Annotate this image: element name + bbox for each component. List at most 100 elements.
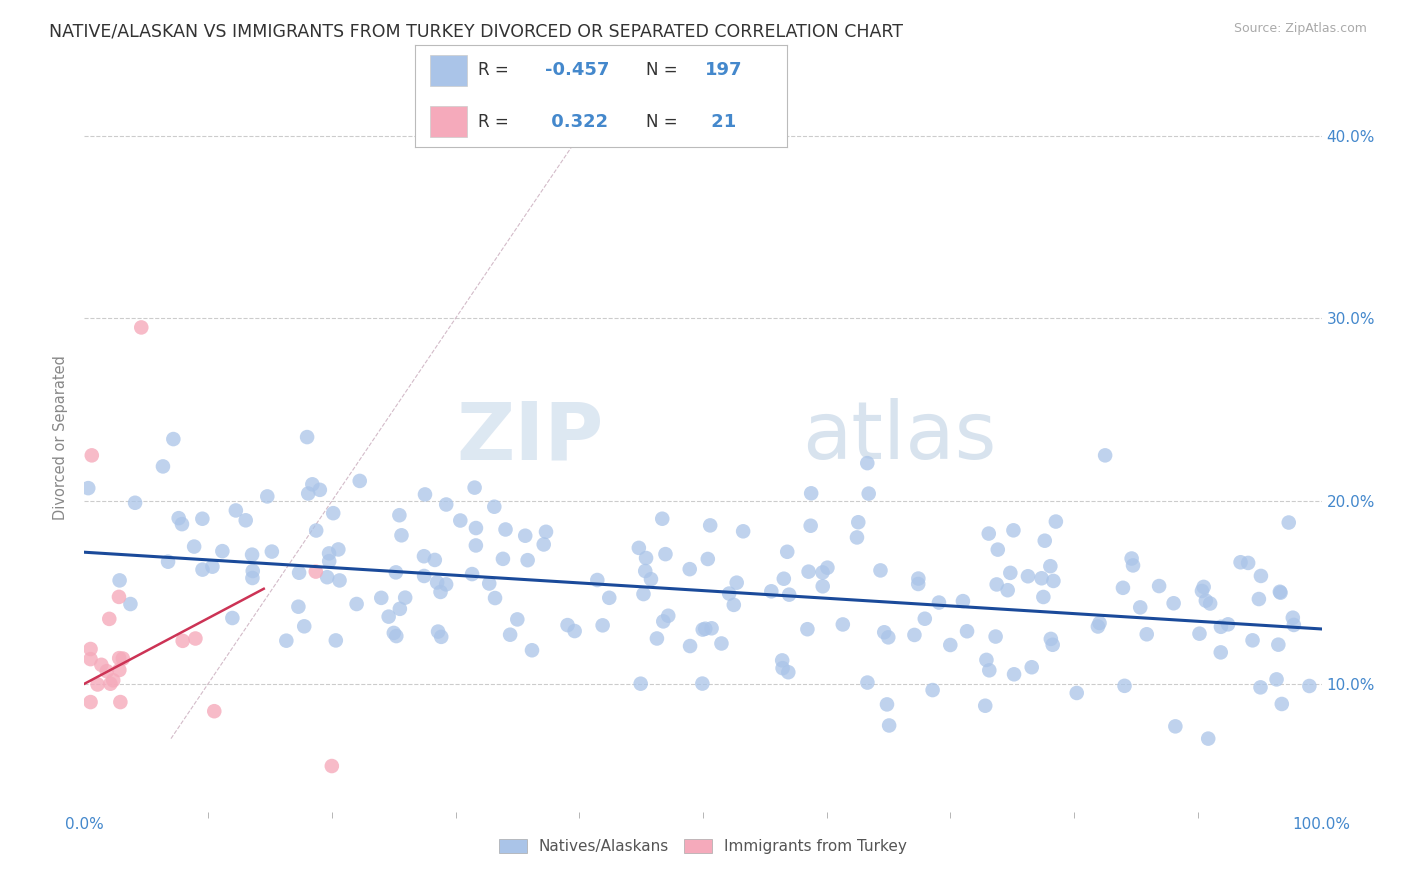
Point (718, 586, 741, 600)
Point (322, 506, 344, 520)
Point (772, 572, 794, 586)
Point (710, 636, 733, 650)
Point (846, 531, 869, 545)
Point (652, 615, 675, 629)
Point (699, 518, 721, 533)
Point (413, 569, 436, 583)
Text: 21: 21 (706, 112, 737, 130)
Text: Source: ZipAtlas.com: Source: ZipAtlas.com (1233, 22, 1367, 36)
Point (592, 618, 614, 632)
Point (506, 612, 529, 626)
Point (449, 514, 471, 528)
Point (679, 562, 702, 576)
Point (98, 612, 121, 626)
Y-axis label: Divorced or Separated: Divorced or Separated (53, 355, 69, 519)
Point (1121, 551, 1143, 566)
Point (921, 683, 943, 698)
Text: R =: R = (478, 112, 509, 130)
Point (464, 538, 486, 552)
Point (434, 577, 457, 591)
Text: N =: N = (645, 112, 678, 130)
Point (328, 542, 350, 557)
Point (1209, 620, 1232, 634)
Point (770, 653, 793, 667)
Point (651, 512, 673, 526)
Point (1017, 569, 1039, 583)
Point (1164, 719, 1187, 733)
FancyBboxPatch shape (430, 55, 467, 86)
Point (316, 570, 339, 584)
Point (1039, 559, 1062, 574)
Point (394, 591, 416, 605)
Point (172, 633, 194, 648)
Point (1265, 673, 1288, 687)
Point (1000, 566, 1022, 580)
Point (831, 617, 853, 632)
Point (1032, 590, 1054, 604)
Point (1282, 618, 1305, 632)
Point (817, 560, 839, 574)
Point (86, 677, 108, 691)
Point (108, 651, 131, 665)
Point (79, 642, 101, 657)
Point (654, 547, 676, 561)
Point (627, 541, 650, 555)
Point (1250, 681, 1272, 695)
Point (634, 564, 657, 578)
Point (1250, 569, 1272, 583)
Point (124, 496, 146, 510)
Point (382, 626, 405, 640)
Point (640, 572, 662, 586)
Point (1298, 679, 1320, 693)
Point (434, 498, 457, 512)
Point (305, 565, 328, 579)
Point (108, 663, 131, 677)
Point (1066, 686, 1088, 700)
Point (90, 657, 112, 672)
Point (1267, 638, 1289, 652)
Point (1002, 667, 1025, 681)
Point (976, 653, 998, 667)
Point (979, 663, 1001, 677)
Point (533, 537, 555, 551)
Point (260, 544, 283, 558)
Point (191, 563, 214, 577)
Point (564, 624, 586, 638)
Point (321, 759, 343, 773)
Point (295, 430, 318, 444)
Point (385, 566, 408, 580)
Point (325, 633, 347, 648)
Point (184, 632, 207, 646)
Point (1229, 555, 1251, 569)
Point (465, 521, 488, 535)
Point (657, 608, 679, 623)
Point (111, 651, 134, 665)
Point (170, 517, 193, 532)
Point (242, 571, 264, 585)
Point (211, 544, 233, 558)
Point (461, 567, 484, 582)
Point (1268, 584, 1291, 599)
Point (984, 630, 1007, 644)
Point (778, 665, 800, 680)
Point (152, 459, 174, 474)
Text: 0.322: 0.322 (546, 112, 609, 130)
Point (429, 585, 451, 599)
Point (696, 552, 718, 566)
Point (235, 513, 257, 527)
Point (377, 609, 399, 624)
Text: R =: R = (478, 62, 509, 79)
Point (1021, 660, 1043, 674)
Point (1088, 615, 1111, 630)
Point (484, 500, 506, 514)
Point (869, 563, 891, 577)
Point (877, 718, 900, 732)
Point (630, 676, 652, 690)
Point (495, 523, 517, 537)
Point (79, 695, 101, 709)
Point (1209, 645, 1232, 659)
Point (534, 524, 557, 539)
Point (1216, 617, 1239, 632)
Point (1270, 585, 1292, 599)
Point (772, 661, 794, 675)
